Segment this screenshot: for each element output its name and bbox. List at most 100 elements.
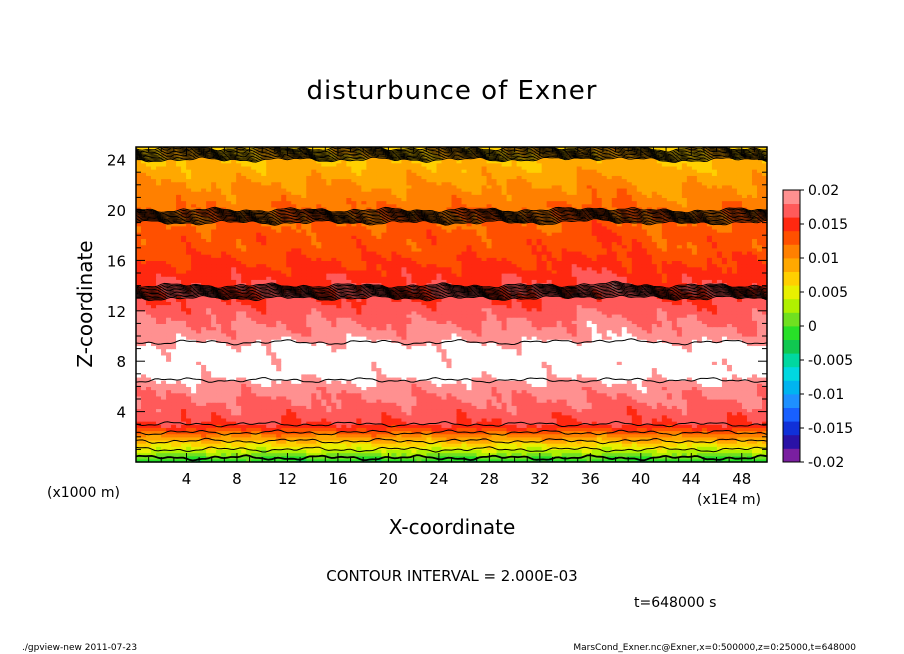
contour-cell	[246, 436, 252, 441]
contour-cell	[351, 458, 357, 463]
contour-cell	[426, 395, 433, 400]
contour-cell	[156, 399, 162, 403]
contour-cell	[291, 433, 297, 438]
contour-cell	[276, 443, 282, 447]
contour-cell	[591, 414, 598, 419]
contour-cell	[561, 443, 568, 447]
contour-cell	[496, 436, 503, 441]
contour-cell	[506, 399, 513, 403]
contour-cell	[451, 408, 458, 413]
contour-cell	[236, 383, 242, 387]
contour-cell	[741, 439, 748, 444]
contour-cell	[351, 436, 357, 441]
contour-cell	[561, 414, 568, 419]
contour-cell	[416, 408, 423, 413]
contour-cell	[536, 386, 543, 391]
contour-cell	[391, 395, 398, 400]
contour-cell	[231, 452, 237, 457]
contour-cell	[556, 458, 563, 463]
contour-cell	[661, 455, 668, 460]
contour-cell	[411, 386, 418, 391]
contour-cell	[526, 386, 533, 391]
contour-cell	[256, 452, 262, 457]
contour-cell	[386, 408, 393, 413]
contour-cell	[266, 424, 272, 428]
contour-cell	[371, 399, 377, 403]
contour-cell	[396, 389, 403, 394]
contour-cell	[661, 427, 668, 432]
contour-cell	[421, 443, 428, 447]
contour-cell	[581, 411, 588, 416]
contour-cell	[186, 383, 192, 387]
contour-cell	[276, 417, 282, 422]
contour-cell	[221, 399, 227, 403]
contour-cell	[161, 399, 167, 403]
contour-cell	[311, 439, 317, 444]
contour-cell	[196, 411, 202, 416]
contour-cell	[656, 386, 663, 391]
contour-cell	[701, 424, 708, 428]
contour-cell	[156, 421, 162, 425]
contour-cell	[401, 427, 408, 432]
contour-cell	[466, 386, 473, 391]
contour-cell	[636, 446, 643, 450]
contour-cell	[741, 386, 748, 391]
contour-cell	[371, 424, 377, 428]
contour-cell	[471, 427, 478, 432]
contour-cell	[611, 443, 618, 447]
contour-cell	[201, 405, 207, 410]
contour-cell	[271, 386, 277, 391]
contour-cell	[556, 443, 563, 447]
contour-cell	[646, 417, 653, 422]
contour-cell	[496, 417, 503, 422]
contour-cell	[731, 408, 738, 413]
contour-cell	[491, 430, 498, 435]
contour-cell	[516, 443, 523, 447]
contour-cell	[501, 427, 508, 432]
contour-cell	[656, 452, 663, 457]
contour-cell	[656, 439, 663, 444]
contour-cell	[451, 446, 458, 450]
contour-cell	[656, 414, 663, 419]
contour-cell	[761, 417, 768, 422]
contour-cell	[361, 408, 367, 413]
contour-cell	[251, 395, 257, 400]
contour-cell	[206, 424, 212, 428]
contour-cell	[496, 443, 503, 447]
contour-cell	[521, 446, 528, 450]
contour-cell	[456, 386, 463, 391]
contour-cell	[746, 395, 753, 400]
contour-cell	[311, 411, 317, 416]
contour-cell	[386, 383, 393, 387]
contour-cell	[451, 449, 458, 454]
contour-cell	[236, 436, 242, 441]
contour-cell	[641, 405, 648, 410]
contour-cell	[281, 402, 287, 406]
contour-cell	[431, 439, 438, 444]
contour-cell	[436, 399, 443, 403]
contour-cell	[566, 414, 573, 419]
contour-cell	[191, 452, 197, 457]
contour-cell	[586, 439, 593, 444]
contour-cell	[471, 395, 478, 400]
contour-cell	[206, 399, 212, 403]
contour-cell	[156, 424, 162, 428]
contour-cell	[636, 443, 643, 447]
contour-cell	[276, 402, 282, 406]
contour-cell	[246, 421, 252, 425]
contour-cell	[681, 417, 688, 422]
contour-cell	[536, 395, 543, 400]
contour-cell	[581, 402, 588, 406]
contour-cell	[551, 427, 558, 432]
contour-cell	[161, 392, 167, 397]
contour-cell	[461, 386, 468, 391]
contour-cell	[201, 411, 207, 416]
contour-cell	[321, 383, 327, 387]
contour-cell	[506, 458, 513, 463]
contour-cell	[521, 433, 528, 438]
contour-cell	[361, 427, 367, 432]
contour-cell	[271, 443, 277, 447]
contour-cell	[211, 414, 217, 419]
contour-cell	[176, 436, 182, 441]
contour-cell	[166, 458, 172, 463]
